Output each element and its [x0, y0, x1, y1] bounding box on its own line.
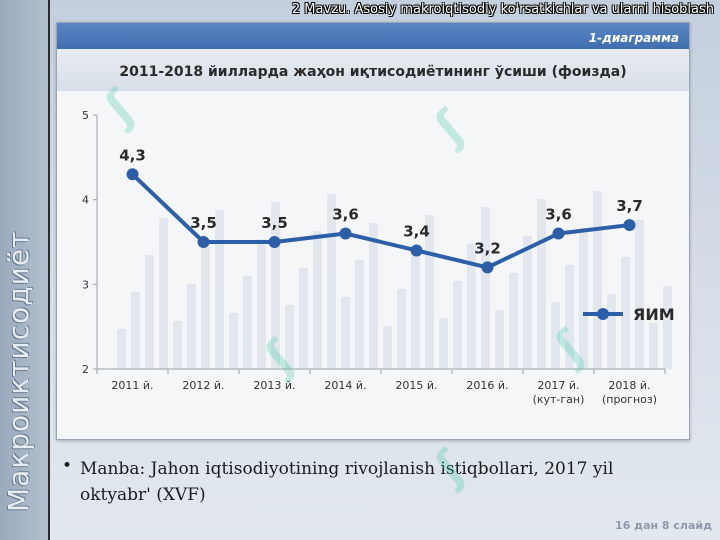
slide-counter: 16 дан 8 слайд — [615, 519, 712, 532]
decoration-bar — [243, 276, 252, 369]
data-label: 3,5 — [261, 214, 288, 232]
decoration-bar — [537, 199, 546, 369]
decoration-bar — [621, 257, 630, 369]
data-point — [126, 168, 139, 181]
y-tick-label: 3 — [82, 278, 89, 291]
decoration-bar — [131, 292, 140, 369]
decoration-bar — [551, 302, 560, 369]
decoration-bar — [299, 268, 308, 369]
decoration-bar — [425, 215, 434, 369]
decoration-bar — [313, 231, 322, 369]
topic-header: 2 Mavzu. Asosiy makroiqtisodiy ko'rsatki… — [291, 2, 714, 17]
data-point — [481, 261, 494, 274]
decoration-bar — [607, 294, 616, 369]
bullet-marker: • — [62, 456, 73, 476]
x-tick-label: (прогноз) — [602, 393, 657, 406]
y-tick-label: 2 — [82, 363, 89, 376]
data-point — [552, 227, 565, 240]
data-point — [410, 244, 423, 257]
decoration-bar — [187, 284, 196, 369]
decoration-bar — [411, 252, 420, 369]
x-tick-label: 2016 й. — [466, 379, 508, 392]
decoration-bar — [341, 297, 350, 369]
decoration-bar — [579, 228, 588, 369]
x-tick-label: 2014 й. — [324, 379, 366, 392]
decoration-bar — [215, 210, 224, 369]
decoration-bar — [509, 273, 518, 369]
background-decoration — [117, 191, 672, 369]
x-tick-label: 2013 й. — [253, 379, 295, 392]
x-tick-label: (кут-ган) — [533, 393, 585, 406]
title-strip — [57, 49, 689, 91]
decoration-bar — [481, 207, 490, 369]
line-chart: 1-диаграмма 2011-2018 йилларда жаҳон иқт… — [57, 23, 689, 406]
x-tick-label: 2011 й. — [111, 379, 153, 392]
data-point — [268, 236, 281, 248]
x-tick-label: 2018 й. — [608, 379, 650, 392]
data-label: 3,4 — [403, 222, 430, 240]
decoration-bar — [397, 289, 406, 369]
left-band — [0, 0, 48, 540]
decoration-bar — [117, 329, 126, 369]
decoration-bar — [201, 247, 210, 369]
decoration-bar — [271, 202, 280, 369]
x-tick-label: 2012 й. — [182, 379, 224, 392]
data-point — [623, 219, 636, 232]
vertical-title: Макроиктисодиёт — [2, 230, 35, 512]
decoration-bar — [523, 236, 532, 369]
y-tick-label: 4 — [82, 194, 89, 207]
decoration-bar — [285, 305, 294, 369]
data-label: 3,6 — [332, 206, 359, 224]
legend-label: ЯИМ — [633, 305, 675, 324]
data-label: 3,7 — [616, 197, 643, 215]
chart-title: 2011-2018 йилларда жаҳон иқтисодиётининг… — [119, 64, 626, 80]
decoration-bar — [159, 218, 168, 369]
decoration-bar — [649, 323, 658, 369]
decoration-bar — [495, 310, 504, 369]
decoration-bar — [663, 286, 672, 369]
decoration-bar — [327, 194, 336, 369]
decoration-bar — [453, 281, 462, 369]
legend-marker — [597, 308, 609, 320]
figure-label: 1-диаграмма — [589, 31, 679, 45]
decoration-bar — [173, 321, 182, 369]
decoration-bar — [369, 223, 378, 369]
chart-panel: 1-диаграмма 2011-2018 йилларда жаҳон иқт… — [56, 22, 690, 440]
decoration-bar — [593, 191, 602, 369]
decoration-bar — [383, 326, 392, 369]
source-note: Manba: Jahon iqtisodiyotining rivojlanis… — [80, 459, 614, 505]
y-tick-label: 5 — [82, 109, 89, 122]
data-label: 3,2 — [474, 239, 501, 257]
decoration-bar — [635, 220, 644, 369]
decoration-bar — [355, 260, 364, 369]
decoration-bar — [257, 239, 266, 369]
decoration-bar — [565, 265, 574, 369]
decoration-bar — [229, 313, 238, 369]
data-label: 3,5 — [190, 214, 217, 232]
data-point — [197, 236, 210, 248]
decoration-bar — [145, 255, 154, 369]
chart-banner — [57, 23, 689, 49]
data-label: 4,3 — [119, 146, 146, 164]
decoration-bar — [467, 244, 476, 369]
data-label: 3,6 — [545, 206, 572, 224]
left-divider — [48, 0, 50, 540]
decoration-bar — [439, 318, 448, 369]
series-line — [131, 172, 630, 270]
data-point — [339, 227, 352, 240]
x-tick-label: 2017 й. — [537, 379, 579, 392]
x-tick-label: 2015 й. — [395, 379, 437, 392]
